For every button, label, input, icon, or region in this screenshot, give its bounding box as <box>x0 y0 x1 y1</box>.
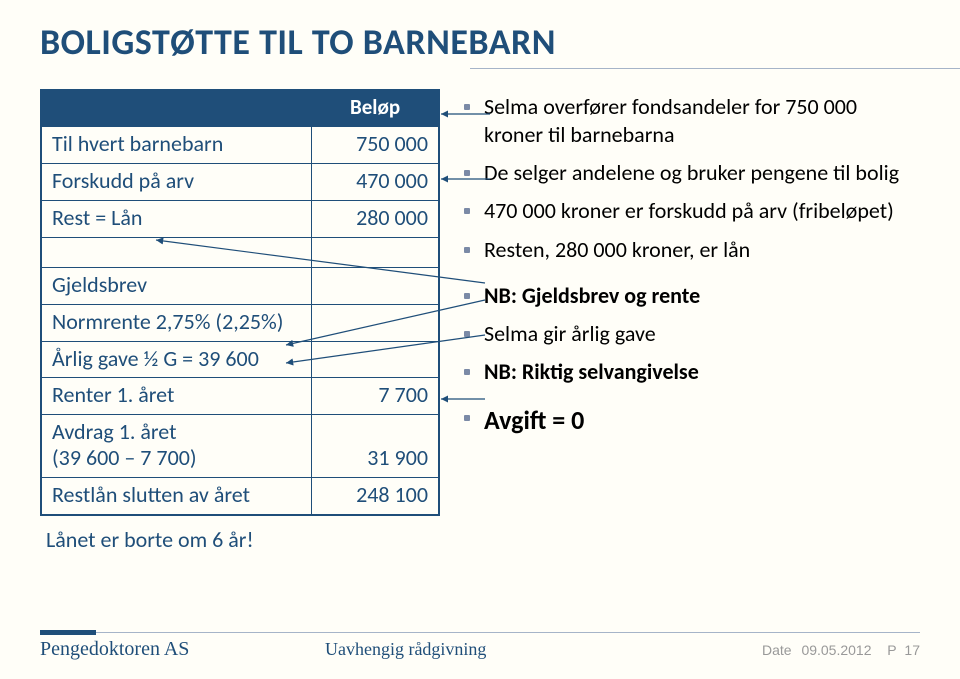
list-item: Avgift = 0 <box>458 404 920 437</box>
cell-label: Normrente 2,75% (2,25%) <box>41 304 312 341</box>
cell-value: 7 700 <box>312 378 439 415</box>
arrow-icon <box>435 170 495 188</box>
cell-label: Avdrag 1. året (39 600 – 7 700) <box>41 415 312 478</box>
list-item: De selger andelene og bruker pengene til… <box>458 159 920 187</box>
footer-brand: Pengedoktoren AS <box>40 638 189 661</box>
list-item: Selma overfører fondsandeler for 750 000… <box>458 93 920 149</box>
cell-value: 470 000 <box>312 163 439 200</box>
table-row: Avdrag 1. året (39 600 – 7 700)31 900 <box>41 415 439 478</box>
list-item: NB: Riktig selvangivelse <box>458 358 920 386</box>
footer-rule <box>40 632 920 633</box>
footer-page-number: 17 <box>904 642 920 658</box>
cell-label: Rest = Lån <box>41 200 312 237</box>
footer-page-marker: P <box>887 642 896 658</box>
footer-date-value: 09.05.2012 <box>801 642 871 658</box>
arrow-icon <box>150 235 490 295</box>
list-item: 470 000 kroner er forskudd på arv (fribe… <box>458 197 920 225</box>
arrow-icon <box>435 390 490 408</box>
list-item: Selma gir årlig gave <box>458 320 920 348</box>
cell-value: 750 000 <box>312 126 439 163</box>
table-row: Renter 1. året7 700 <box>41 378 439 415</box>
table-row: Forskudd på arv470 000 <box>41 163 439 200</box>
table-row: Rest = Lån280 000 <box>41 200 439 237</box>
footer-date: Date 09.05.2012 P 17 <box>762 642 920 658</box>
cell-label: Forskudd på arv <box>41 163 312 200</box>
th-value: Beløp <box>312 90 439 126</box>
bullet-list: Selma overfører fondsandeler for 750 000… <box>458 89 920 553</box>
th-label <box>41 90 312 126</box>
slide-footer: Pengedoktoren AS Uavhengig rådgivning Da… <box>0 638 960 661</box>
cell-label: Restlån slutten av året <box>41 478 312 515</box>
footer-tagline: Uavhengig rådgivning <box>325 639 486 660</box>
cell-value: 280 000 <box>312 200 439 237</box>
list-item: Resten, 280 000 kroner, er lån <box>458 236 920 264</box>
cell-value: 248 100 <box>312 478 439 515</box>
footer-date-label: Date <box>762 642 792 658</box>
list-item: NB: Gjeldsbrev og rente <box>458 282 920 310</box>
cell-label: Til hvert barnebarn <box>41 126 312 163</box>
cell-label: Årlig gave ½ G = 39 600 <box>41 341 312 378</box>
table-row: Til hvert barnebarn750 000 <box>41 126 439 163</box>
arrow-icon <box>435 105 495 123</box>
slide-title: BOLIGSTØTTE TIL TO BARNEBARN <box>40 20 920 64</box>
table-row: Restlån slutten av året248 100 <box>41 478 439 515</box>
title-divider <box>470 68 960 69</box>
arrow-icon <box>280 330 490 370</box>
table-footnote: Lånet er borte om 6 år! <box>40 526 440 553</box>
cell-label: Renter 1. året <box>41 378 312 415</box>
cell-value: 31 900 <box>312 415 439 478</box>
